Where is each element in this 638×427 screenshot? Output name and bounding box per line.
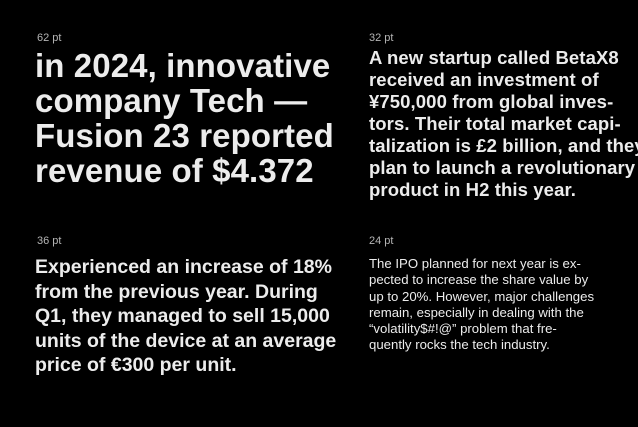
specimen-line: remain, especially in dealing with the (369, 304, 584, 320)
specimen-line: product in H2 this year. (369, 179, 576, 200)
specimen-line: pected to increase the share value by (369, 272, 589, 288)
size-label: 24 pt (369, 235, 394, 247)
specimen-24pt: 24 pt The IPO planned for next year is e… (369, 234, 594, 354)
specimen-line: Fusion 23 reported (35, 117, 334, 154)
specimen-line: “volatility$#!@” problem that fre- (369, 321, 557, 337)
size-label: 32 pt (369, 32, 394, 44)
specimen-line: received an investment of (369, 69, 599, 90)
specimen-36pt: 36 pt Experienced an increase of 18% fro… (35, 234, 336, 378)
specimen-line: company Tech — (35, 82, 308, 119)
specimen-line: plan to launch a revolutionary (369, 157, 636, 178)
specimen-line: Experienced an increase of 18% (35, 256, 332, 278)
specimen-line: Q1, they managed to sell 15,000 (35, 305, 330, 327)
specimen-line: talization is £2 billion, and they (369, 135, 638, 156)
specimen-line: tors. Their total market capi- (369, 113, 621, 134)
specimen-line: units of the device at an average (35, 329, 337, 352)
specimen-line: from the previous year. During (35, 280, 318, 303)
specimen-32pt: 32 pt A new startup called BetaX8 receiv… (369, 31, 638, 201)
specimen-62pt: 62 pt in 2024, innovative company Tech —… (35, 31, 334, 188)
specimen-line: revenue of $4.372 (35, 152, 314, 189)
specimen-line: The IPO planned for next year is ex- (369, 256, 581, 271)
size-label: 36 pt (37, 235, 62, 247)
specimen-line: up to 20%. However, major challenges (369, 288, 595, 304)
specimen-line: A new startup called BetaX8 (369, 47, 619, 68)
specimen-line: price of €300 per unit. (35, 354, 237, 376)
specimen-line: quently rocks the tech industry. (369, 337, 550, 353)
size-label: 62 pt (37, 32, 62, 44)
specimen-line: in 2024, innovative (35, 47, 331, 84)
specimen-line: ¥750,000 from global inves- (369, 91, 614, 112)
